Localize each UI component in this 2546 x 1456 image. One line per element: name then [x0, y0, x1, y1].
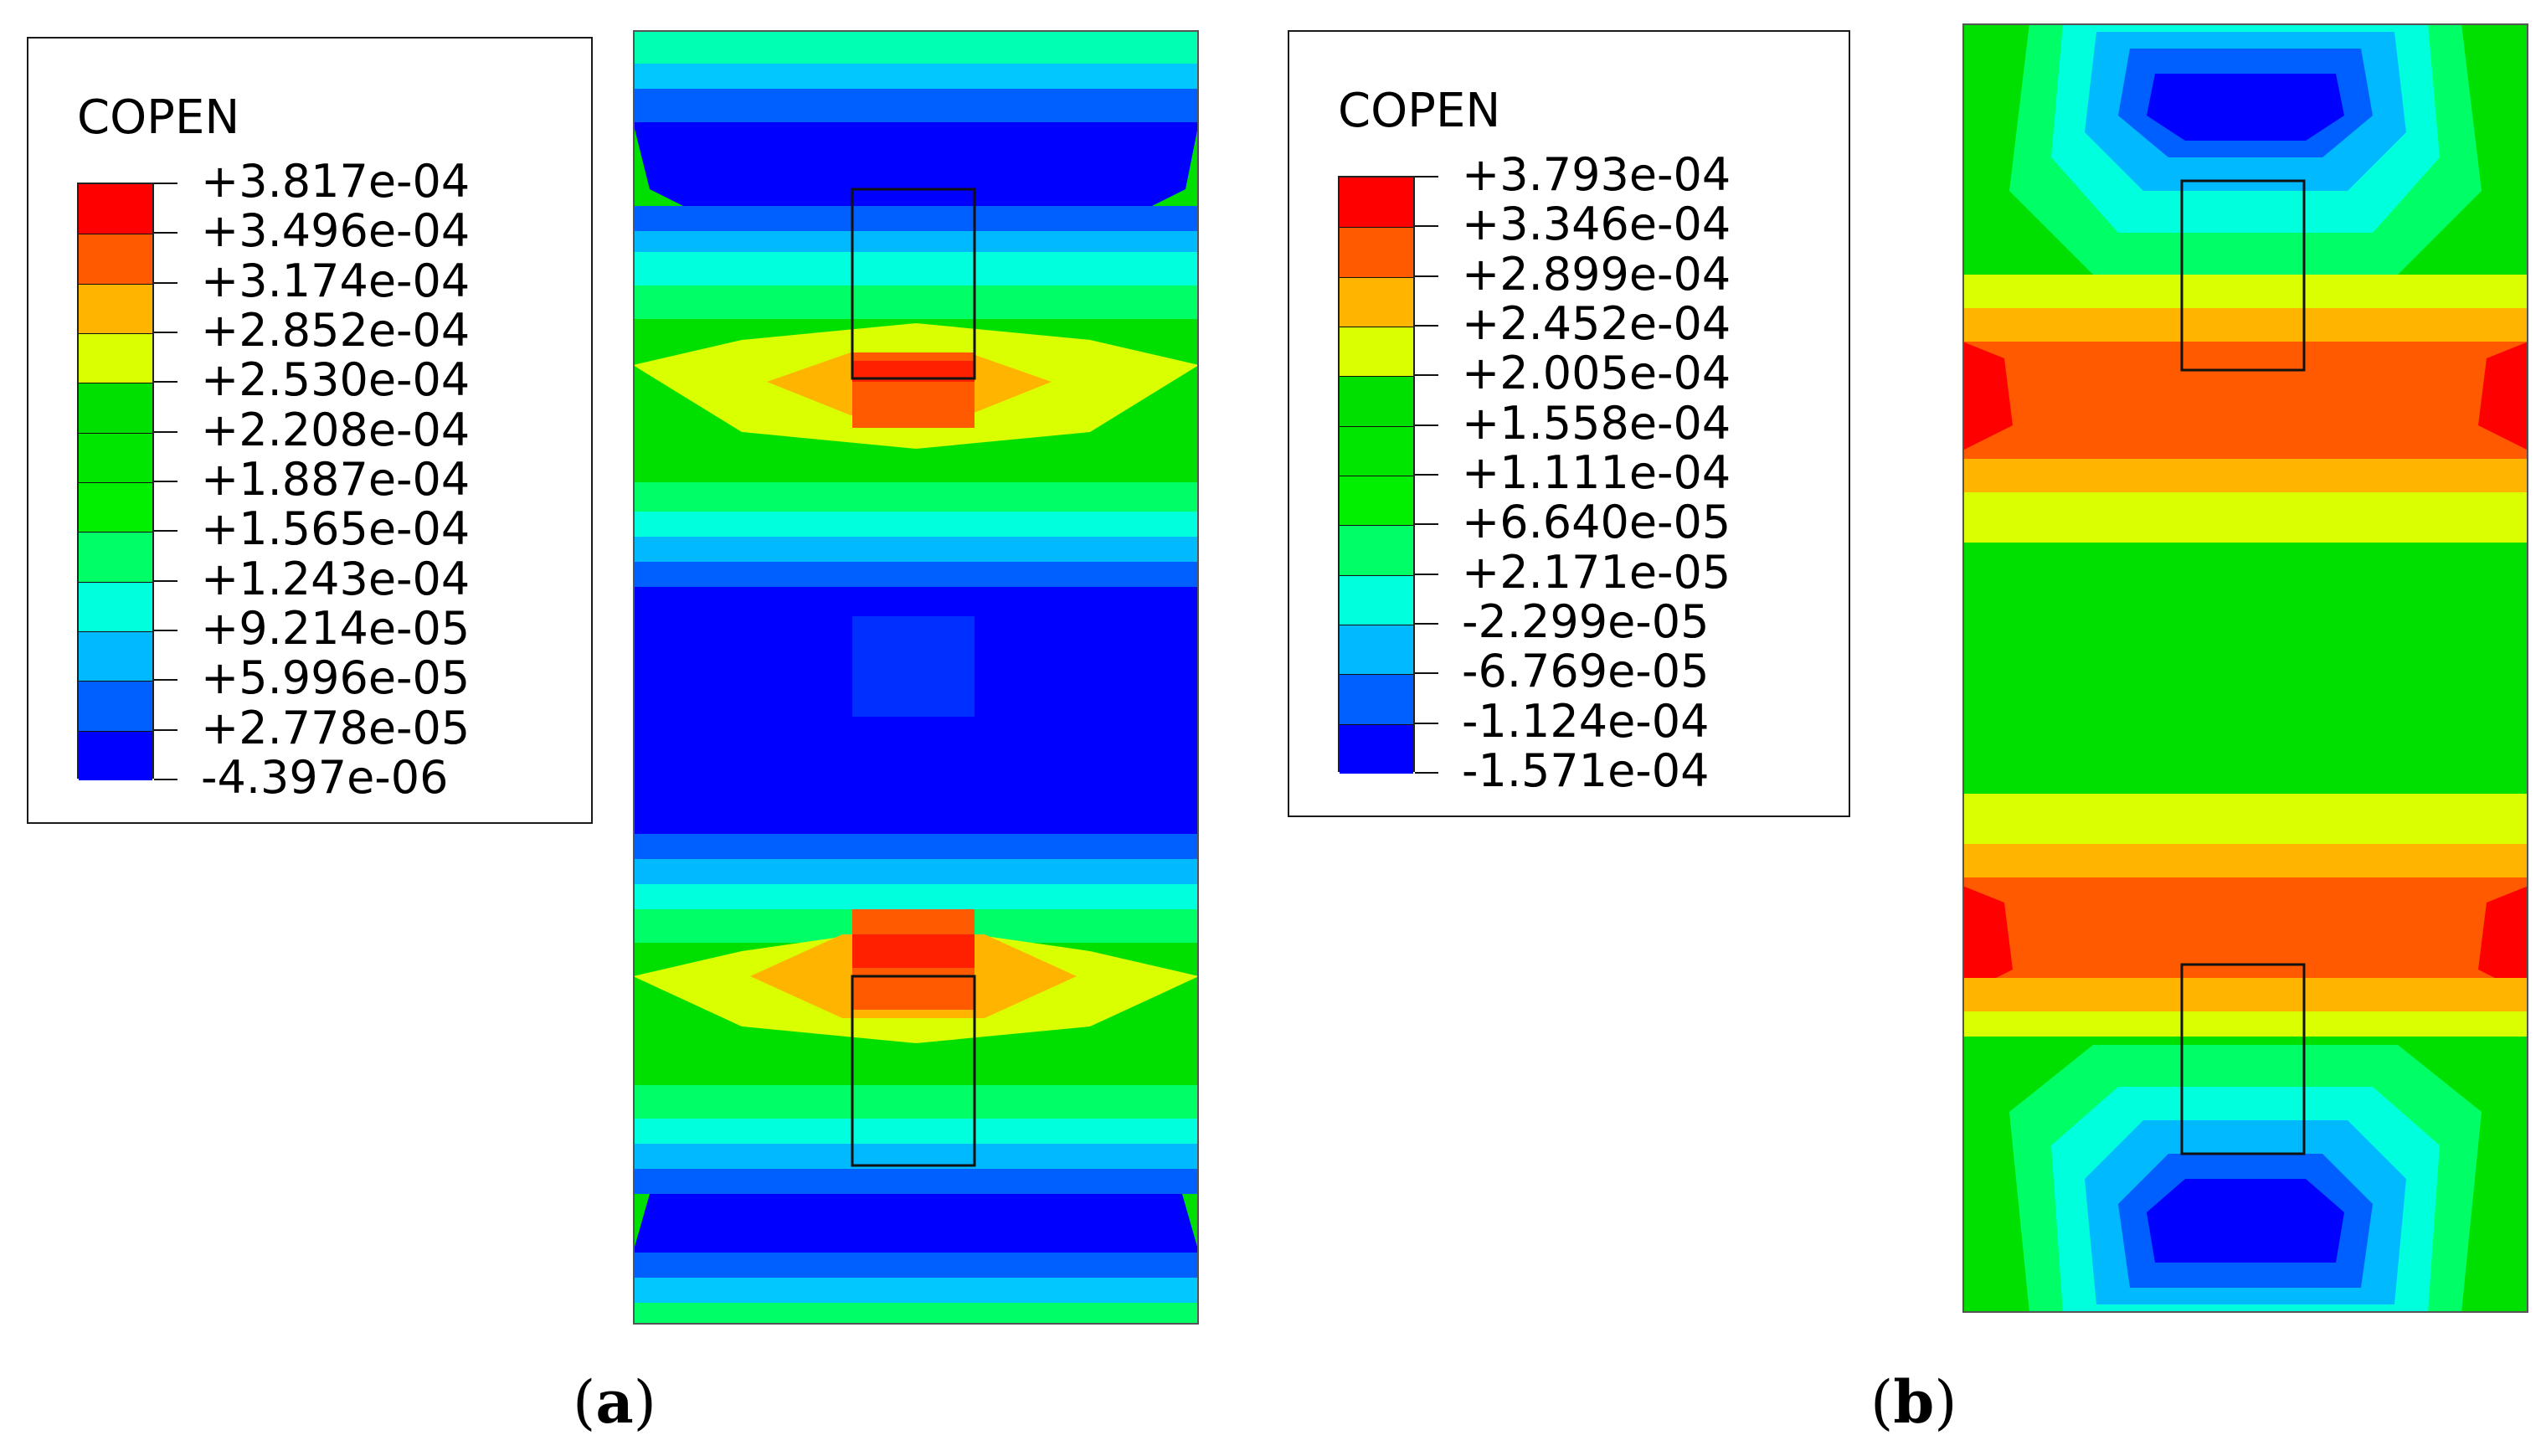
- colorbar-tick: [1415, 424, 1438, 426]
- colorbar-label: +2.899e-04: [1462, 247, 1731, 301]
- colorbar-tick: [154, 332, 177, 333]
- colorbar-label: +2.778e-05: [201, 701, 471, 754]
- colorbar-tick: [154, 281, 177, 284]
- colorbar-swatch: [79, 532, 152, 582]
- colorbar-label: +1.887e-04: [201, 453, 471, 506]
- legend-panel-a: COPEN +3.817e-04 +3.496e-04 +3.174e-04 +2.8…: [27, 37, 593, 824]
- colorbar-tick: [1415, 772, 1438, 774]
- colorbar-label: +1.558e-04: [1462, 396, 1731, 450]
- colorbar-tick: [154, 430, 177, 433]
- colorbar-label: +3.496e-04: [201, 204, 471, 258]
- colorbar-tick: [154, 728, 177, 731]
- colorbar-swatch: [79, 283, 152, 333]
- colorbar-swatch: [79, 234, 152, 284]
- caption-b: (b): [1870, 1373, 1957, 1433]
- colorbar-label: +2.530e-04: [201, 353, 471, 407]
- colorbar-label: +2.005e-04: [1462, 347, 1731, 400]
- colorbar-tick: [1415, 573, 1438, 575]
- colorbar-swatch: [79, 581, 152, 631]
- colorbar-label: +2.852e-04: [201, 304, 471, 357]
- legend-title-a: COPEN: [77, 90, 240, 145]
- colorbar-label: +3.174e-04: [201, 254, 471, 307]
- colorbar-swatch: [1340, 476, 1413, 526]
- caption-a-open: (: [573, 1368, 596, 1437]
- colorbar-swatch: [79, 184, 152, 234]
- colorbar-tick: [154, 679, 177, 682]
- caption-b-letter: b: [1893, 1367, 1935, 1437]
- caption-a-letter: a: [595, 1367, 634, 1437]
- colorbar-swatch: [1340, 525, 1413, 575]
- colorbar-swatch: [1340, 625, 1413, 675]
- colorbar-tick: [154, 579, 177, 582]
- colorbar-tick: [1415, 523, 1438, 526]
- colorbar-tick: [154, 381, 177, 383]
- colorbar-tick: [1415, 722, 1438, 724]
- colorbar-swatch: [79, 730, 152, 780]
- colorbar-label: +1.111e-04: [1462, 446, 1731, 499]
- colorbar-swatch: [1340, 674, 1413, 724]
- colorbar-tick: [1415, 176, 1438, 177]
- colorbar-tick: [154, 530, 177, 532]
- colorbar-swatch: [79, 432, 152, 482]
- colorbar-label: +5.996e-05: [201, 651, 471, 705]
- colorbar-swatch: [1340, 276, 1413, 327]
- colorbar-swatch: [1340, 425, 1413, 476]
- colorbar-tick: [1415, 325, 1438, 327]
- colorbar-swatch: [1340, 227, 1413, 277]
- colorbar-swatch: [79, 383, 152, 433]
- colorbar-tick: [1415, 374, 1438, 377]
- colorbar-label: +2.208e-04: [201, 403, 471, 456]
- contour-plot-a: [633, 30, 1199, 1325]
- colorbar-label: +6.640e-05: [1462, 496, 1731, 549]
- colorbar-tick: [154, 183, 177, 184]
- colorbar-tick: [154, 481, 177, 482]
- contour-plot-b: [1962, 23, 2528, 1313]
- colorbar-label: -4.397e-06: [201, 751, 449, 804]
- caption-b-open: (: [1870, 1368, 1894, 1437]
- colorbar-label: +3.793e-04: [1462, 148, 1731, 201]
- caption-a-close: ): [633, 1368, 656, 1437]
- legend-title-b: COPEN: [1338, 84, 1501, 138]
- colorbar-label: +1.243e-04: [201, 552, 471, 605]
- colorbar-label: -2.299e-05: [1462, 595, 1710, 648]
- colorbar-swatch: [1340, 376, 1413, 426]
- colorbar-label: -6.769e-05: [1462, 645, 1710, 698]
- colorbar-tick: [154, 630, 177, 631]
- caption-a: (a): [573, 1373, 656, 1433]
- colorbar-swatch: [79, 482, 152, 532]
- colorbar-tick: [154, 779, 177, 780]
- colorbar-tick: [1415, 474, 1438, 476]
- colorbar-tick: [1415, 225, 1438, 228]
- colorbar-tick: [1415, 623, 1438, 625]
- caption-b-close: ): [1934, 1368, 1957, 1437]
- colorbar-label: -1.124e-04: [1462, 694, 1710, 748]
- colorbar-swatch: [1340, 327, 1413, 377]
- colorbar-swatch: [1340, 574, 1413, 625]
- colorbar-tick: [1415, 275, 1438, 277]
- colorbar-label: +9.214e-05: [201, 602, 471, 655]
- colorbar-a: [77, 183, 154, 780]
- colorbar-swatch: [79, 333, 152, 383]
- colorbar-swatch: [79, 631, 152, 682]
- colorbar-label: -1.571e-04: [1462, 744, 1710, 797]
- colorbar-label: +3.817e-04: [201, 155, 471, 208]
- colorbar-b: [1338, 176, 1415, 774]
- colorbar-tick: [1415, 672, 1438, 675]
- colorbar-label: +2.452e-04: [1462, 297, 1731, 350]
- colorbar-swatch: [79, 681, 152, 731]
- legend-panel-b: COPEN +3.793e-04 +3.346e-04 +2.899e-04 +2.4…: [1288, 30, 1850, 817]
- colorbar-label: +2.171e-05: [1462, 545, 1731, 599]
- colorbar-swatch: [1340, 723, 1413, 774]
- colorbar-label: +3.346e-04: [1462, 198, 1731, 251]
- colorbar-tick: [154, 232, 177, 234]
- colorbar-label: +1.565e-04: [201, 502, 471, 556]
- colorbar-swatch: [1340, 177, 1413, 228]
